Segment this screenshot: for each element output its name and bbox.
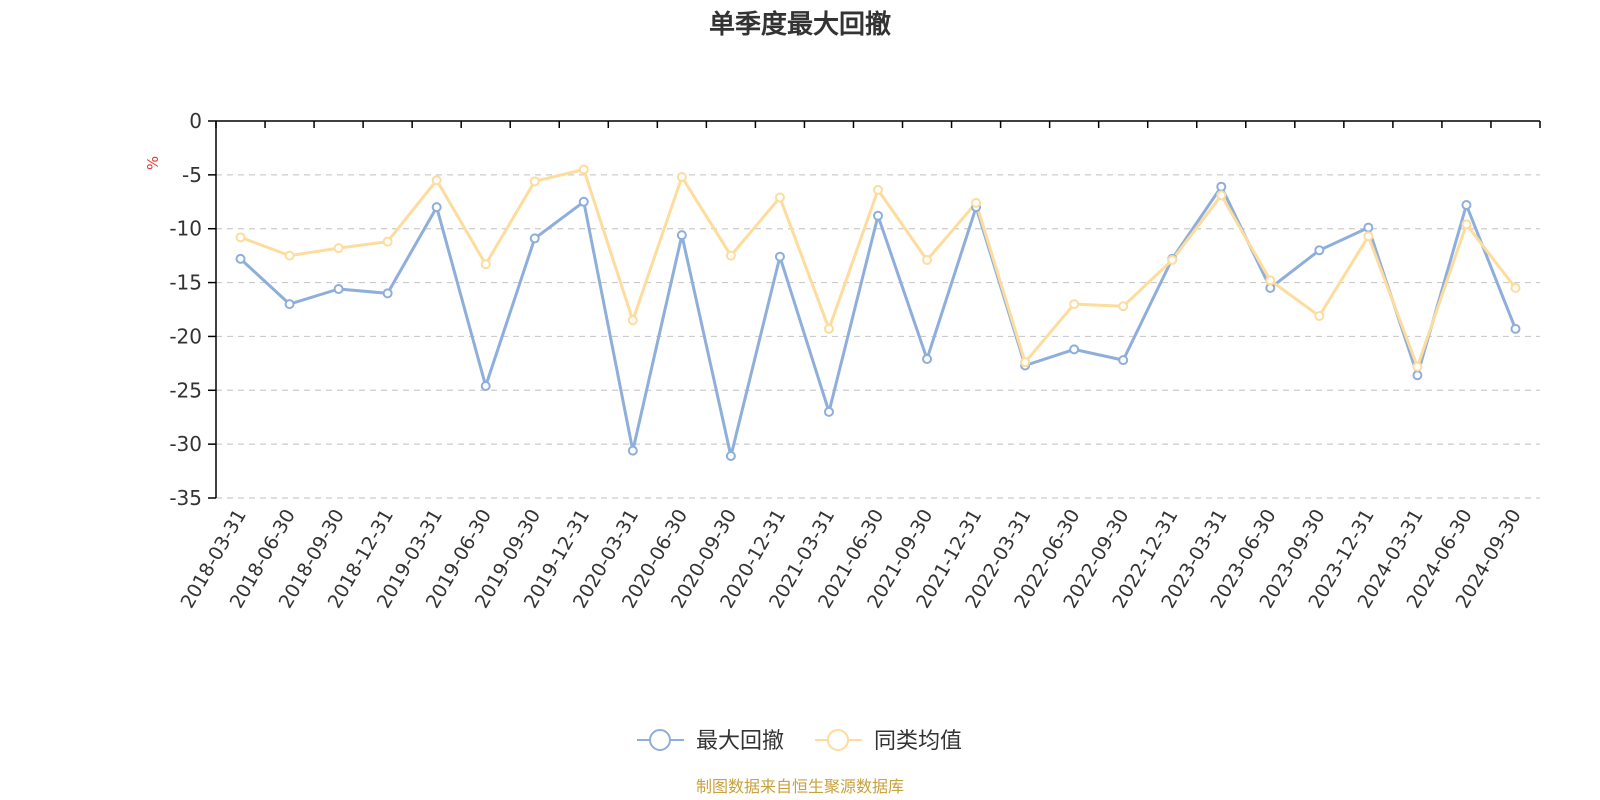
y-tick-label: -10 — [169, 217, 202, 241]
axes: 0-5-10-15-20-25-30-352018-03-312018-06-3… — [169, 109, 1541, 612]
data-point-series-1[interactable] — [1510, 282, 1521, 293]
data-point-series-0[interactable] — [873, 210, 883, 221]
data-point-series-1[interactable] — [873, 184, 883, 195]
data-point-series-1[interactable] — [1363, 231, 1374, 242]
data-point-series-1[interactable] — [725, 250, 736, 261]
data-point-series-1[interactable] — [922, 254, 933, 265]
data-point-series-0[interactable] — [382, 288, 393, 299]
legend-label-drawdown: 最大回撤 — [696, 729, 784, 754]
legend-item-peer-average[interactable]: 同类均值 — [815, 729, 962, 754]
y-tick-label: -20 — [169, 324, 202, 348]
y-axis-unit: % — [144, 156, 162, 170]
data-point-series-1[interactable] — [235, 232, 246, 243]
data-point-series-0[interactable] — [235, 253, 246, 264]
data-point-series-0[interactable] — [1216, 181, 1227, 192]
data-point-series-1[interactable] — [284, 250, 295, 261]
data-point-series-1[interactable] — [1167, 254, 1178, 265]
chart-title: 单季度最大回撤 — [709, 9, 891, 40]
y-tick-label: -30 — [169, 432, 202, 456]
data-point-series-0[interactable] — [774, 251, 785, 262]
legend: 最大回撤 同类均值 — [637, 729, 962, 754]
data-point-series-0[interactable] — [823, 406, 834, 417]
data-point-series-0[interactable] — [1314, 245, 1325, 256]
data-point-series-1[interactable] — [676, 172, 687, 183]
data-point-series-0[interactable] — [1461, 200, 1472, 211]
data-point-series-1[interactable] — [480, 259, 491, 270]
data-point-series-1[interactable] — [1461, 219, 1472, 230]
data-point-series-1[interactable] — [382, 236, 393, 247]
legend-item-drawdown[interactable]: 最大回撤 — [637, 729, 784, 754]
legend-marker-drawdown-icon — [649, 729, 671, 751]
grid-lines — [216, 174, 1540, 499]
data-point-series-1[interactable] — [333, 243, 344, 254]
data-point-series-1[interactable] — [1020, 357, 1031, 368]
data-point-series-0[interactable] — [1118, 355, 1129, 366]
data-point-series-1[interactable] — [1265, 275, 1276, 286]
data-point-series-0[interactable] — [431, 202, 442, 213]
data-point-series-1[interactable] — [774, 192, 785, 203]
data-point-series-0[interactable] — [578, 196, 589, 207]
source-note: 制图数据来自恒生聚源数据库 — [696, 777, 904, 796]
data-point-series-0[interactable] — [284, 299, 295, 310]
data-point-series-0[interactable] — [1510, 323, 1521, 334]
data-point-series-0[interactable] — [1412, 370, 1423, 381]
legend-marker-peer-average-icon — [827, 729, 849, 751]
data-point-series-0[interactable] — [1363, 222, 1374, 233]
series-line-1 — [239, 168, 1517, 369]
data-point-series-0[interactable] — [1069, 344, 1080, 355]
data-point-series-1[interactable] — [1412, 361, 1423, 372]
data-point-series-1[interactable] — [578, 164, 589, 175]
data-point-series-0[interactable] — [627, 445, 638, 456]
data-point-series-1[interactable] — [823, 323, 834, 334]
data-point-series-0[interactable] — [529, 233, 540, 244]
data-point-series-0[interactable] — [725, 450, 736, 461]
y-tick-label: -5 — [182, 163, 202, 187]
series-layer — [235, 164, 1521, 461]
data-point-series-1[interactable] — [627, 315, 638, 326]
data-point-series-1[interactable] — [1314, 310, 1325, 321]
data-point-series-0[interactable] — [480, 380, 491, 391]
data-point-series-1[interactable] — [1069, 299, 1080, 310]
legend-label-peer-average: 同类均值 — [874, 729, 962, 754]
y-tick-label: -25 — [169, 378, 202, 402]
data-point-series-1[interactable] — [431, 175, 442, 186]
y-tick-label: -35 — [169, 486, 202, 510]
data-point-series-1[interactable] — [529, 176, 540, 187]
series-line-0 — [239, 185, 1517, 458]
data-point-series-0[interactable] — [922, 354, 933, 365]
y-tick-label: -15 — [169, 271, 202, 295]
data-point-series-1[interactable] — [1216, 190, 1227, 201]
data-point-series-1[interactable] — [1118, 301, 1129, 312]
data-point-series-0[interactable] — [676, 230, 687, 241]
y-tick-label: 0 — [189, 109, 202, 133]
data-point-series-0[interactable] — [333, 284, 344, 295]
data-point-series-1[interactable] — [971, 197, 982, 208]
